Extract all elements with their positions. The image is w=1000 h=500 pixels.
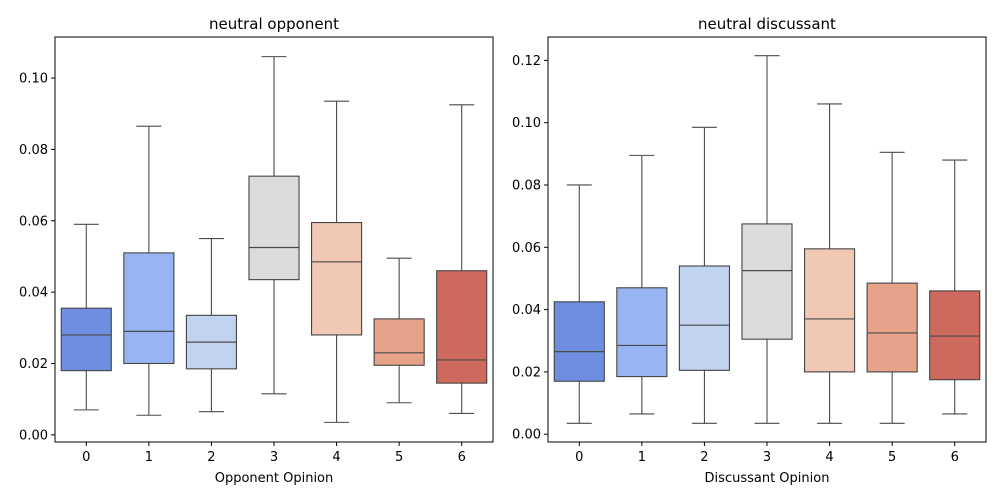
box-0	[553, 301, 605, 382]
y-tick-label: 0.08	[19, 143, 48, 158]
y-tick-label: 0.12	[512, 54, 541, 69]
x-tick-label: 2	[207, 450, 215, 465]
y-tick-label: 0.10	[19, 72, 48, 87]
y-tick-label: 0.04	[19, 286, 48, 301]
plot-frame	[54, 36, 494, 443]
y-tick-label: 0.04	[512, 303, 541, 318]
x-tick-label: 4	[332, 450, 340, 465]
plot-frame	[547, 36, 987, 443]
chart-panel-1: neutral discussant 0.00 0.02 0.04 0.06 0.08 0.…	[512, 15, 987, 486]
x-tick-label: 0	[82, 450, 90, 465]
chart-title: neutral discussant	[698, 15, 836, 33]
box-2	[678, 265, 731, 371]
x-tick-label: 3	[270, 450, 278, 465]
box-5	[373, 318, 425, 366]
x-axis-label: Opponent Opinion	[215, 471, 334, 486]
y-tick-label: 0.06	[19, 214, 48, 229]
box-6	[929, 290, 981, 381]
box-4	[310, 222, 363, 336]
y-tick-label: 0.02	[512, 365, 541, 380]
x-tick-label: 1	[638, 450, 646, 465]
x-tick-label: 0	[575, 450, 583, 465]
box-1	[616, 287, 668, 378]
y-tick-label: 0.00	[19, 428, 48, 443]
box-3	[741, 223, 793, 340]
y-tick-label: 0.06	[512, 241, 541, 256]
x-tick-label: 1	[145, 450, 153, 465]
x-tick-label: 3	[763, 450, 771, 465]
y-tick-label: 0.10	[512, 116, 541, 131]
chart-title: neutral opponent	[209, 15, 339, 33]
box-1	[123, 252, 175, 365]
box-4	[803, 248, 856, 373]
box-0	[60, 307, 112, 372]
x-tick-label: 4	[825, 450, 833, 465]
box-5	[866, 282, 918, 373]
chart-panel-0: neutral opponent 0.00 0.02 0.04 0.06 0.08 0.10…	[19, 15, 494, 486]
y-tick-label: 0.08	[512, 178, 541, 193]
x-tick-label: 6	[458, 450, 466, 465]
x-tick-label: 5	[395, 450, 403, 465]
box-6	[436, 270, 488, 384]
x-axis-label: Discussant Opinion	[705, 471, 830, 486]
x-tick-label: 6	[951, 450, 959, 465]
x-tick-label: 2	[700, 450, 708, 465]
y-tick-label: 0.02	[19, 357, 48, 372]
box-3	[248, 175, 300, 281]
x-tick-label: 5	[888, 450, 896, 465]
y-tick-label: 0.00	[512, 428, 541, 443]
